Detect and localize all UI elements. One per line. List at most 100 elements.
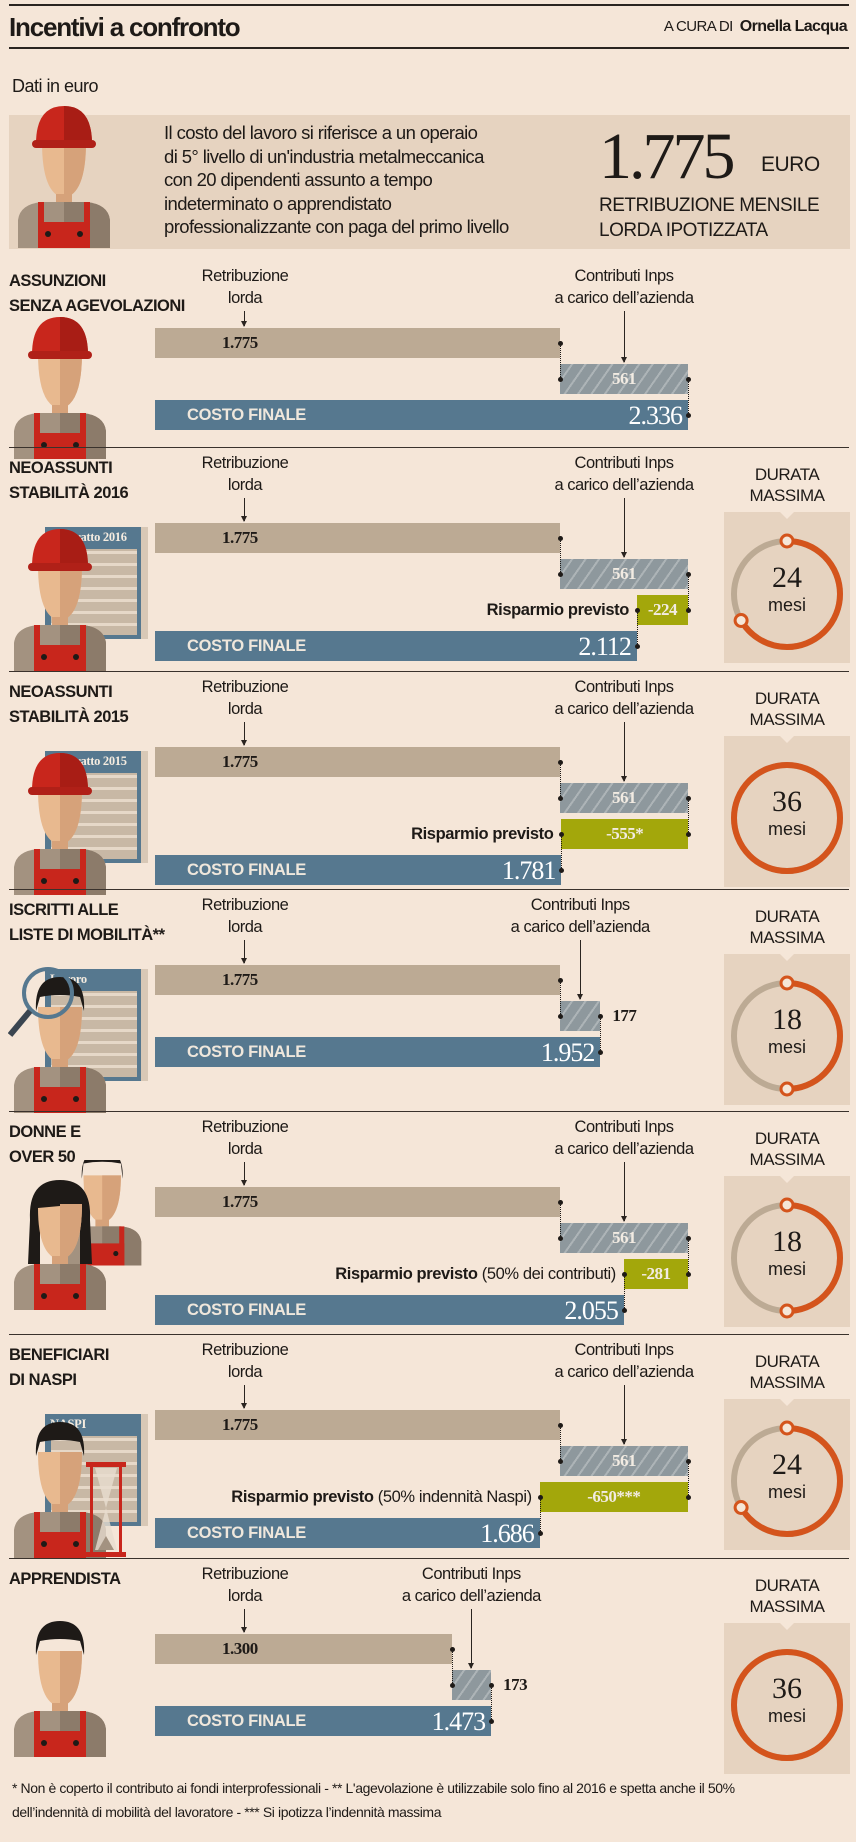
connector [688, 379, 689, 415]
costo-finale-bar [155, 631, 637, 661]
durata-caption: DURATA MASSIMA [724, 1575, 850, 1617]
salary-amount: 1.775 [599, 120, 735, 193]
caption-line: Contributi Inps [574, 1341, 674, 1359]
unit-note: Dati in euro [12, 76, 99, 96]
costo-finale-bar [155, 855, 562, 885]
connector [688, 574, 689, 610]
lorda-bar [155, 523, 560, 553]
intro-line: professionalizzante con paga del primo l… [164, 216, 509, 237]
caption-line: lorda [227, 289, 263, 307]
durata-ring [731, 1420, 843, 1537]
connector [560, 343, 561, 379]
contributi-caption: Contributi Inps a carico dell’azienda [554, 265, 694, 309]
section-title: NEOASSUNTI STABILITÀ 2016 [9, 456, 129, 506]
risparmio-value: -224 [647, 600, 678, 619]
connector-dot [598, 1050, 604, 1055]
contributi-caption: Contributi Inps a carico dell’azienda [511, 894, 651, 938]
durata-unit: mesi [767, 1706, 806, 1726]
costo-finale-value: 2.112 [578, 632, 632, 661]
intro-line: Il costo del lavoro si riferisce a un op… [164, 122, 478, 143]
caption-line: lorda [227, 476, 263, 494]
durata-ring [731, 1197, 843, 1319]
durata-box: 24 mesi [724, 512, 850, 663]
section-title-line: NEOASSUNTI [9, 459, 113, 477]
worker-hat-icon [14, 529, 106, 671]
risparmio-note: (50% indennità Naspi) [377, 1488, 532, 1506]
caption-line: DURATA [754, 907, 820, 926]
caption-line: Contributi Inps [574, 267, 674, 285]
risparmio-label: Risparmio previsto [335, 1265, 478, 1283]
durata-value: 36 [772, 785, 802, 818]
lorda-bar [155, 1187, 560, 1217]
durata-caption: DURATA MASSIMA [724, 464, 850, 506]
connector [491, 1685, 493, 1721]
section-title: NEOASSUNTI STABILITÀ 2015 [9, 680, 129, 730]
connector [539, 1497, 541, 1533]
section-title-line: DONNE E [9, 1123, 81, 1141]
lorda-caption: Retribuzione lorda [202, 1339, 289, 1383]
section-title-line: LISTE DI MOBILITÀ** [9, 926, 165, 944]
durata-unit: mesi [767, 1037, 806, 1057]
section-title: BENEFICIARI DI NASPI [9, 1343, 109, 1393]
connector [560, 762, 561, 798]
worker-hourglass-icon [14, 1422, 126, 1558]
contributi-arrow-icon [621, 722, 627, 782]
salary-label: RETRIBUZIONE MENSILE LORDA IPOTIZZATA [599, 193, 820, 243]
connector-dot [449, 1647, 455, 1652]
durata-ring [731, 762, 843, 874]
intro-line: con 20 dipendenti assunto a tempo [164, 169, 433, 190]
section-title: DONNE E OVER 50 [9, 1120, 81, 1170]
section-title-line: ISCRITTI ALLE [9, 901, 119, 919]
durata-box: 36 mesi [724, 736, 850, 887]
lorda-caption: Retribuzione lorda [202, 265, 289, 309]
contributi-value: 561 [612, 369, 637, 388]
contributi-bar [560, 559, 688, 589]
costo-finale-value: 2.336 [628, 401, 683, 430]
contributi-arrow-icon [621, 498, 627, 558]
intro-text: Il costo del lavoro si riferisce a un op… [164, 121, 509, 239]
durata-ring [731, 1649, 843, 1761]
connector-dot [558, 1459, 563, 1464]
durata-ring [731, 975, 843, 1097]
connector-dot [686, 1495, 691, 1500]
lorda-arrow-icon [241, 1385, 247, 1409]
lorda-arrow-icon [241, 498, 247, 522]
durata-caption: DURATA MASSIMA [724, 1351, 850, 1393]
contributi-bar [560, 1001, 601, 1031]
connector-dot [686, 832, 691, 837]
contributi-arrow-icon [621, 1162, 627, 1222]
section-divider [9, 1111, 849, 1112]
caption-line: Retribuzione [201, 1341, 289, 1359]
worker-hat-icon [14, 317, 106, 459]
section-illustration [8, 521, 112, 676]
section-title-line: STABILITÀ 2015 [9, 708, 129, 726]
connector [688, 1238, 689, 1274]
contributi-bar [560, 783, 688, 813]
costo-finale-label: COSTO FINALE [187, 1712, 306, 1730]
section-title-line: APPRENDISTA [9, 1570, 121, 1588]
risparmio-label: Risparmio previsto [231, 1488, 374, 1506]
caption-line: a carico dell’azienda [554, 700, 694, 718]
caption-line: Retribuzione [201, 1118, 289, 1136]
footnote-line: * Non è coperto il contributo ai fondi i… [12, 1780, 735, 1796]
lorda-value: 1.775 [222, 333, 258, 352]
section-title-line: NEOASSUNTI [9, 683, 113, 701]
connector-dot [686, 1272, 691, 1277]
costo-finale-label: COSTO FINALE [187, 1524, 306, 1542]
durata-caption: DURATA MASSIMA [724, 688, 850, 730]
costo-finale-label: COSTO FINALE [187, 406, 306, 424]
connector-dot [558, 1423, 563, 1428]
risparmio-note: (50% dei contributi) [481, 1265, 617, 1283]
section-title-line: BENEFICIARI [9, 1346, 109, 1364]
risparmio-label: Risparmio previsto [486, 601, 630, 619]
footnotes: * Non è coperto il contributo ai fondi i… [12, 1776, 847, 1824]
risparmio-caption: Risparmio previsto (50% indennità Naspi) [231, 1482, 532, 1512]
durata-value: 24 [772, 1448, 802, 1481]
page-title: Incentivi a confronto [9, 12, 241, 42]
durata-start-marker [779, 1420, 795, 1436]
connector-dot [558, 377, 563, 382]
contributi-arrow-icon [621, 311, 627, 363]
section-title-line: ASSUNZIONI [9, 272, 106, 290]
lorda-bar [155, 1410, 560, 1440]
contributi-caption: Contributi Inps a carico dell’azienda [554, 452, 694, 496]
